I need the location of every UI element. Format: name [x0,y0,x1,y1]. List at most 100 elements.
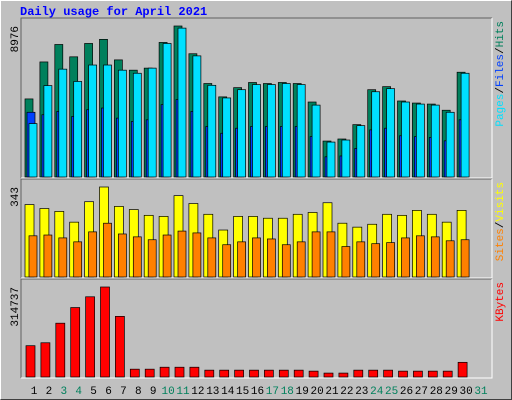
bar [103,222,112,278]
bar [55,322,66,378]
bar [25,345,36,378]
bar [129,368,140,378]
bar [58,68,68,178]
bar [28,123,38,178]
bar [430,236,440,278]
bar [219,369,230,378]
bar [249,369,259,378]
bar [43,234,53,278]
bar [204,369,215,378]
bar [73,81,83,178]
x-tick-label: 15 [236,386,249,398]
bar [177,27,187,178]
bar [222,97,232,178]
bar [338,372,349,378]
bar [252,237,261,278]
legend-separator: / [495,222,507,229]
x-tick-label: 22 [340,386,353,398]
bar [192,55,202,178]
bar [430,104,440,178]
bar [356,241,366,278]
bar [159,366,170,378]
bar [147,239,157,278]
x-tick-label: 27 [415,386,428,398]
bar [147,67,157,178]
x-tick-label: 30 [459,386,472,398]
bar [267,84,276,178]
bar [460,239,470,278]
y-tick-label: 8976 [10,26,22,52]
legend-entry: KBytes [495,282,507,322]
bar [70,307,81,378]
plot-bevel-dark [20,278,492,378]
legend-entry: Files [495,54,507,87]
bar [267,238,276,278]
plot-bevel-dark [20,178,492,278]
bar [416,235,425,278]
x-tick-label: 31 [474,386,488,398]
x-tick-label: 16 [251,386,264,398]
plot-bevel-light [21,279,493,379]
x-tick-label: 8 [135,386,142,398]
bar [445,240,455,278]
bar [88,64,97,178]
bar [58,237,68,278]
bar [207,237,217,278]
bar [281,83,291,178]
bar [386,242,395,278]
bar [237,89,246,178]
bar [413,370,423,378]
x-tick-label: 23 [355,386,368,398]
bar [222,244,232,278]
legend: Pages/Files/Hits [495,21,507,127]
bar [132,236,142,278]
bar [457,361,468,378]
bar [416,103,425,178]
chart-title: Daily usage for April 2021 [20,5,207,19]
legend-separator: / [495,47,507,54]
bar [177,230,187,278]
bar [264,369,274,378]
x-tick-label: 19 [296,386,309,398]
x-tick-label: 2 [46,386,53,398]
bar [237,241,246,278]
bar [323,372,334,378]
bar [326,231,336,278]
legend: KBytes [495,282,507,322]
x-tick-label: 21 [325,386,339,398]
x-tick-label: 25 [385,386,398,398]
bar [118,69,127,178]
bar [311,231,321,278]
bar [281,244,291,278]
bar [43,85,53,178]
bar [398,370,408,378]
y-tick-label: 343 [10,187,22,207]
bar [353,369,364,378]
y-tick-label: 314737 [10,287,22,327]
x-tick-label: 9 [150,386,157,398]
bar [356,125,366,178]
bar [293,369,304,378]
bar [73,241,83,278]
x-tick-label: 17 [266,386,279,398]
bar [189,366,200,378]
plot-area [21,279,492,378]
bar [442,370,453,378]
plot-bevel-light [21,179,493,279]
plot-bevel-dark [20,17,492,178]
bar [401,101,410,178]
x-tick-label: 11 [176,386,190,398]
bar [144,368,155,378]
x-tick-label: 4 [75,386,82,398]
plot-bevel-light [21,18,493,179]
bar [40,342,51,378]
bar [278,369,289,378]
x-tick-label: 6 [105,386,112,398]
legend-entry: Hits [495,21,507,47]
bar [118,233,127,278]
bar [192,232,202,278]
bar [326,141,336,178]
x-tick-label: 14 [221,386,235,398]
x-tick-label: 18 [281,386,294,398]
